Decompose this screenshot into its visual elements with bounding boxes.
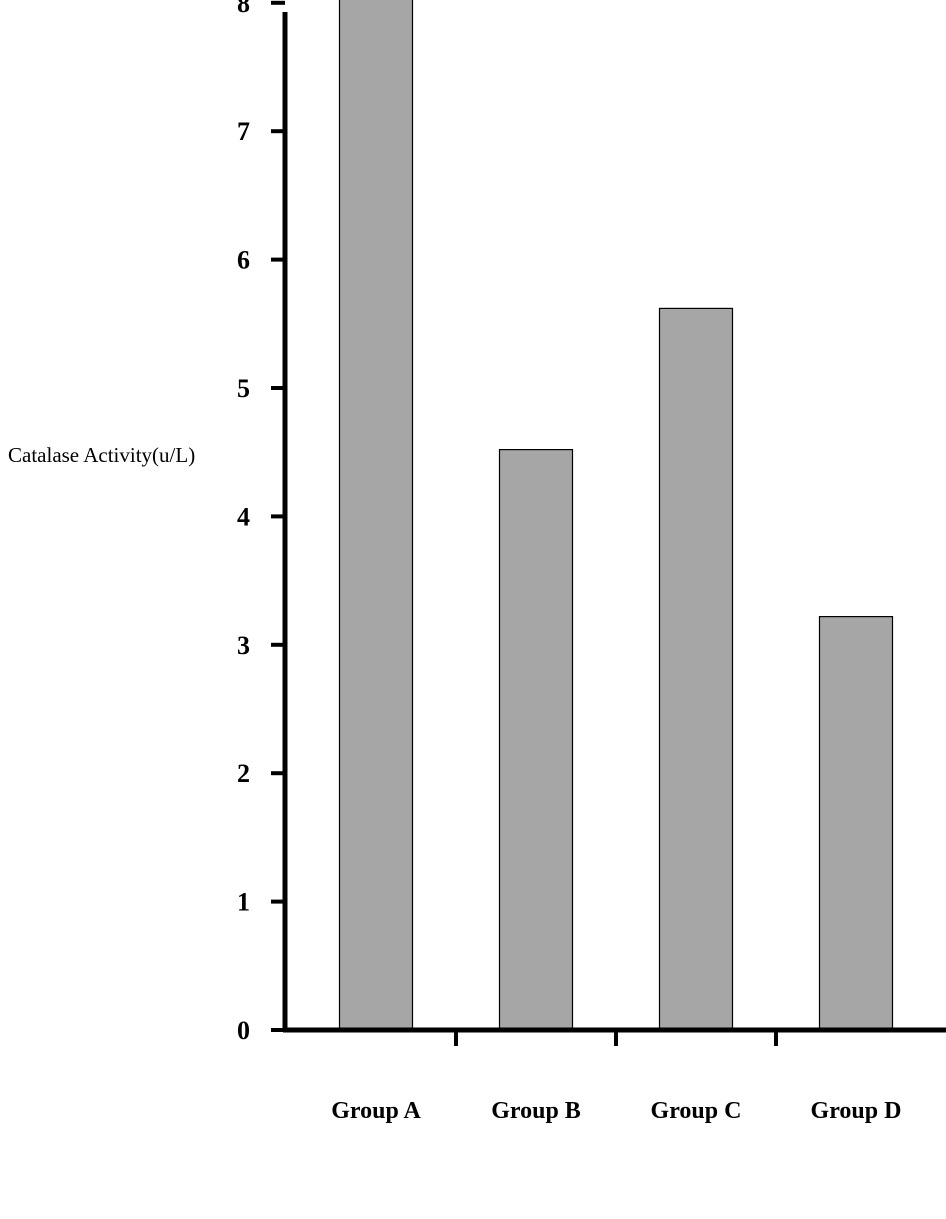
y-tick-label: 2 xyxy=(237,759,250,788)
y-tick-label: 0 xyxy=(237,1016,250,1045)
bar-group-c xyxy=(658,307,734,1031)
y-tick-label: 3 xyxy=(237,631,250,660)
bar-group-a xyxy=(338,0,414,1031)
y-tick-label: 5 xyxy=(237,374,250,403)
x-tick-label: Group A xyxy=(331,1098,421,1124)
axes xyxy=(271,0,946,1046)
x-tick-label: Group D xyxy=(811,1098,902,1124)
bar-group-d xyxy=(818,615,894,1031)
x-tick-label: Group C xyxy=(651,1098,742,1124)
bars xyxy=(338,0,894,1031)
y-tick-label: 1 xyxy=(237,888,250,917)
y-tick-label: 4 xyxy=(237,502,250,531)
y-axis-label: Catalase Activity(u/L) xyxy=(8,443,195,467)
bar-group-b xyxy=(498,449,574,1031)
x-tick-label: Group B xyxy=(491,1098,581,1124)
labels: Catalase Activity(u/L) 0 1 2 3 4 5 6 7 8 Group A G… xyxy=(8,0,901,1124)
y-tick-label: 8 xyxy=(237,0,250,18)
y-tick-label: 6 xyxy=(237,246,250,275)
y-tick-label: 7 xyxy=(237,117,250,146)
